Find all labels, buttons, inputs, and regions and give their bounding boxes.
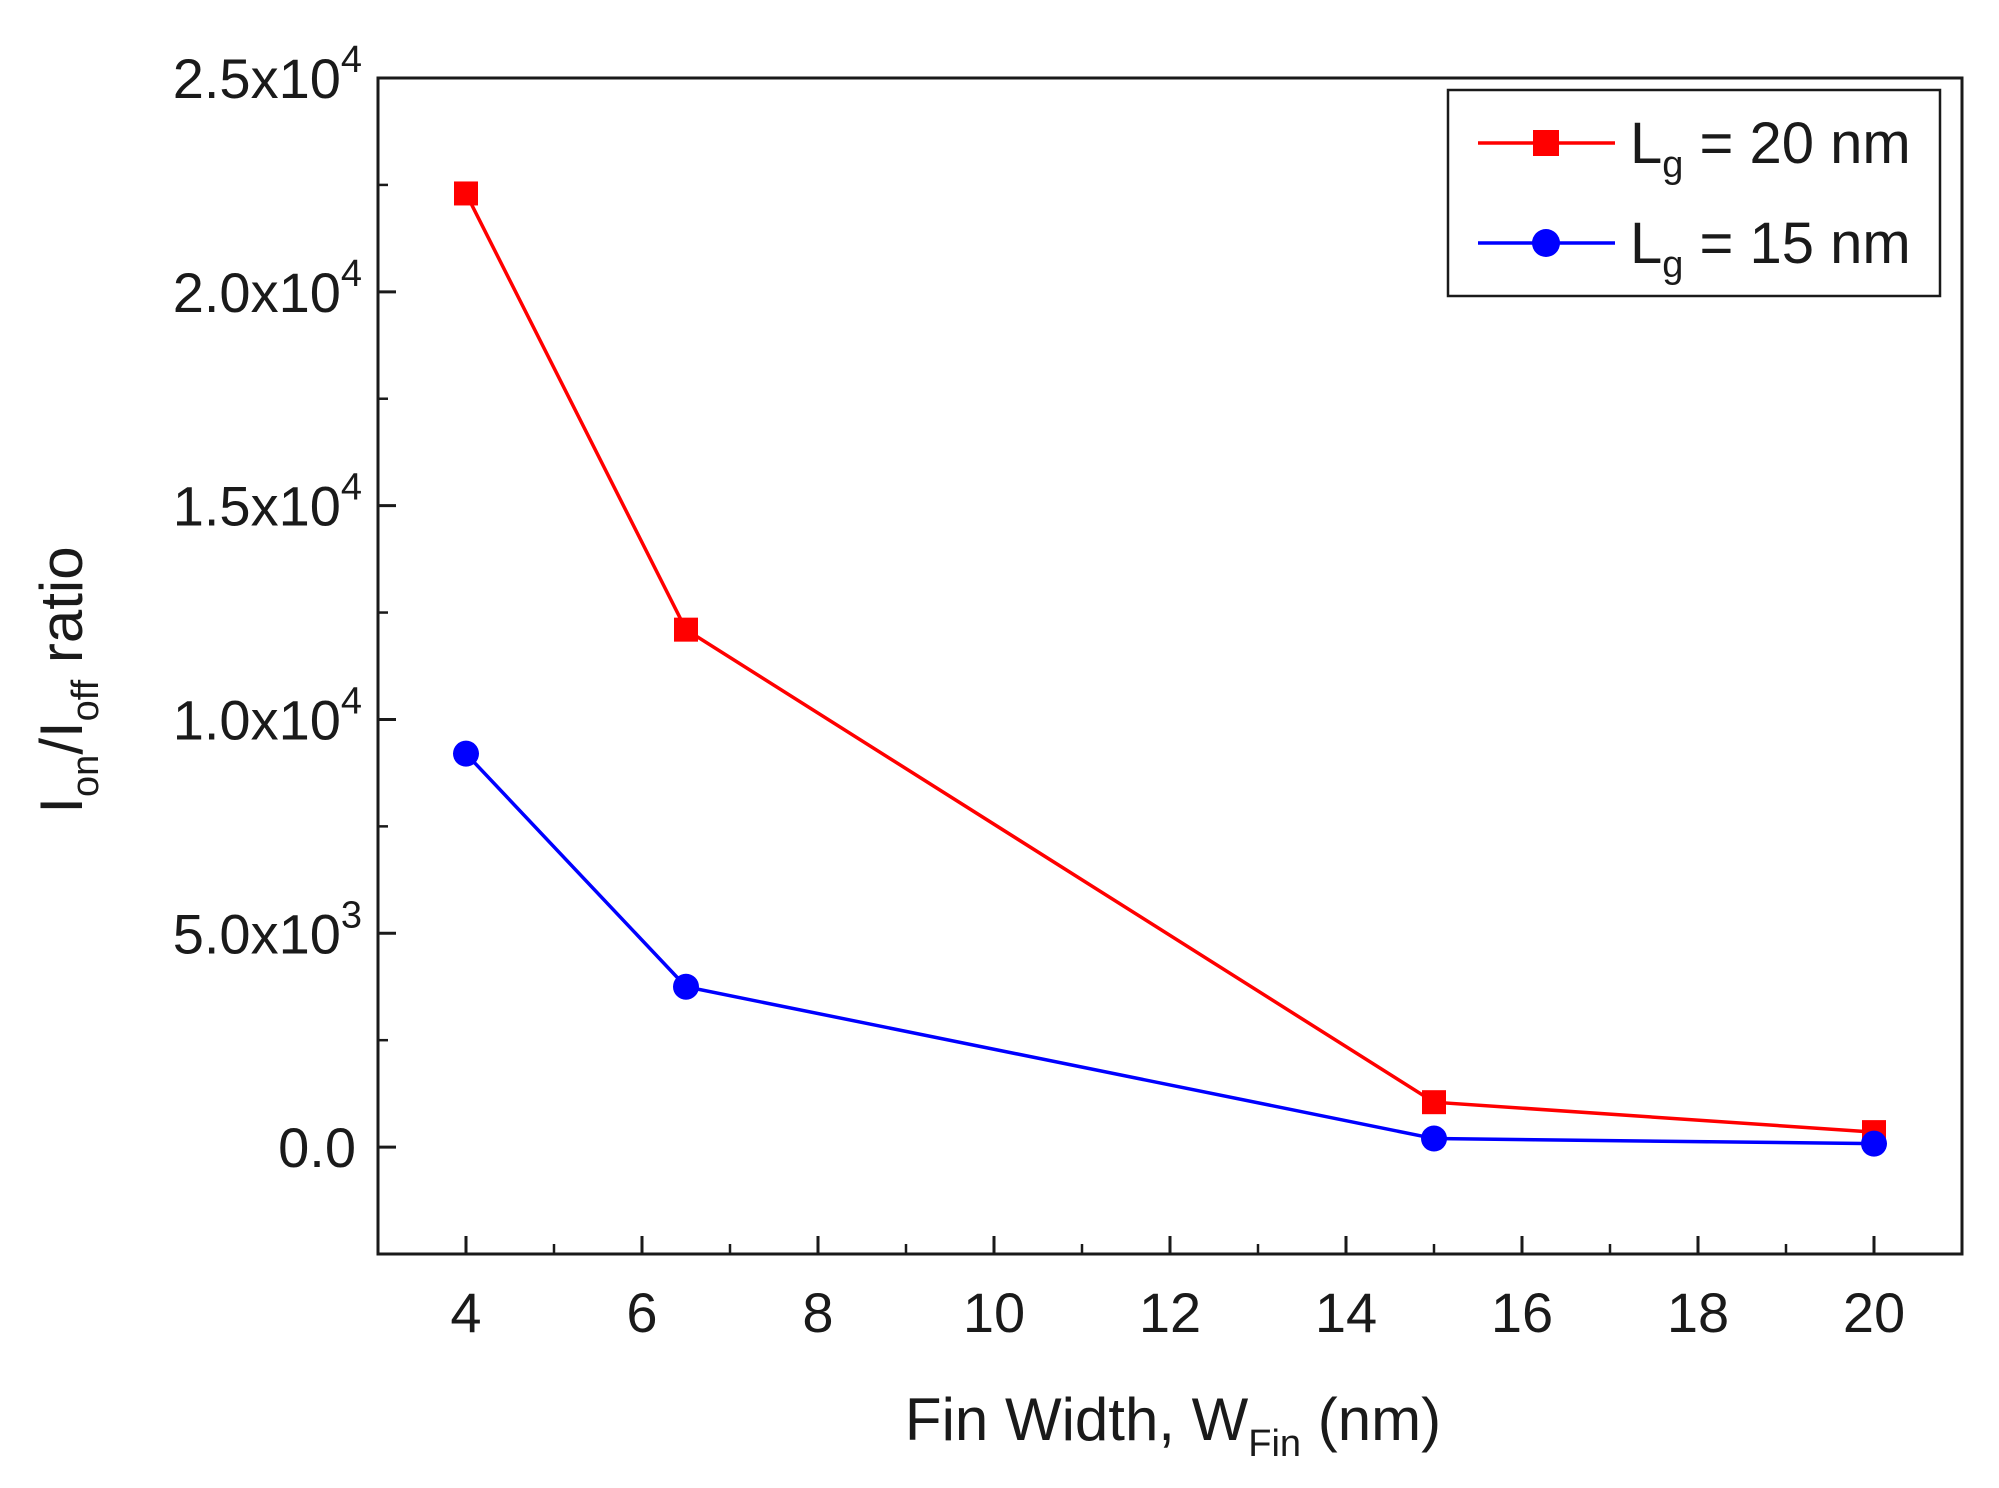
data-point-circle [1421, 1125, 1447, 1152]
legend-entry-lg20: Lg = 20 nm [1478, 111, 1911, 186]
axis-ticks [378, 76, 1876, 1254]
legend-entry-lg15: Lg = 15 nm [1478, 211, 1911, 286]
x-axis-label-suffix: (nm) [1301, 1386, 1441, 1453]
data-point-square [454, 181, 478, 206]
data-point-square [1422, 1090, 1446, 1115]
series-line-0 [464, 192, 1875, 1134]
y-axis-label-sub1: on [65, 755, 107, 797]
legend-label-lg20-suffix: = 20 nm [1683, 111, 1910, 176]
x-tick-label: 20 [1843, 1281, 1905, 1344]
y-axis-label-slash: /I [28, 721, 95, 754]
legend-label-lg20-sub: g [1662, 144, 1683, 186]
y-tick-label: 2.0x104 [173, 253, 362, 324]
data-point-circle [453, 740, 479, 767]
y-tick-label-exp: 4 [341, 467, 362, 509]
series-layer [453, 181, 1887, 1157]
legend-label-lg20-name: L [1630, 111, 1662, 176]
y-tick-label-base: 1.5x10 [173, 475, 341, 538]
y-tick-label: 1.5x104 [173, 467, 362, 538]
y-tick-label: 1.0x104 [173, 680, 362, 751]
y-tick-label: 0.0 [278, 1116, 356, 1179]
y-axis-label-sub2: off [65, 679, 107, 721]
data-point-circle [1861, 1130, 1887, 1157]
x-axis-label-main: Fin Width, W [905, 1386, 1249, 1453]
x-tick-label: 14 [1315, 1281, 1377, 1344]
y-tick-label-base: 1.0x10 [173, 688, 341, 751]
x-tick-label: 4 [450, 1281, 481, 1344]
legend-label-lg20: Lg = 20 nm [1630, 111, 1911, 186]
x-tick-label: 6 [626, 1281, 657, 1344]
y-tick-label-base: 5.0x10 [173, 902, 341, 965]
legend-label-lg15: Lg = 15 nm [1630, 211, 1911, 286]
y-axis-label-suffix: ratio [28, 546, 95, 679]
y-axis-label-i1: I [28, 797, 95, 814]
data-point-circle [673, 973, 699, 1000]
y-tick-label-base: 2.5x10 [173, 47, 341, 110]
data-point-square [674, 617, 698, 642]
series-line-1 [464, 752, 1875, 1146]
x-tick-label: 8 [802, 1281, 833, 1344]
x-tick-label: 18 [1667, 1281, 1729, 1344]
y-tick-label-base: 0.0 [278, 1116, 356, 1179]
x-axis-label-sub: Fin [1248, 1423, 1301, 1465]
y-tick-label-exp: 3 [341, 894, 362, 936]
x-axis-label: Fin Width, WFin (nm) [905, 1386, 1441, 1465]
legend: Lg = 20 nm Lg = 15 nm [1446, 88, 1942, 298]
y-tick-label: 2.5x104 [173, 39, 362, 110]
legend-label-lg15-suffix: = 15 nm [1683, 211, 1910, 276]
y-tick-label-base: 2.0x10 [173, 261, 341, 324]
legend-marker-square [1533, 130, 1559, 156]
y-tick-label-exp: 4 [341, 680, 362, 722]
y-tick-label-exp: 4 [341, 253, 362, 295]
y-tick-label-exp: 4 [341, 39, 362, 81]
x-tick-label: 12 [1139, 1281, 1201, 1344]
y-axis-label: Ion/Ioff ratio [28, 546, 107, 813]
y-tick-label: 5.0x103 [173, 894, 362, 965]
legend-label-lg15-name: L [1630, 211, 1662, 276]
legend-label-lg15-sub: g [1662, 244, 1683, 286]
tick-labels: 4 6 8 10 12 14 16 18 200.05.0x1031.0x1041.5x1042… [173, 39, 1905, 1344]
x-tick-label: 16 [1491, 1281, 1553, 1344]
x-tick-label: 10 [963, 1281, 1025, 1344]
legend-box [1446, 88, 1942, 298]
legend-marker-circle [1532, 229, 1560, 257]
